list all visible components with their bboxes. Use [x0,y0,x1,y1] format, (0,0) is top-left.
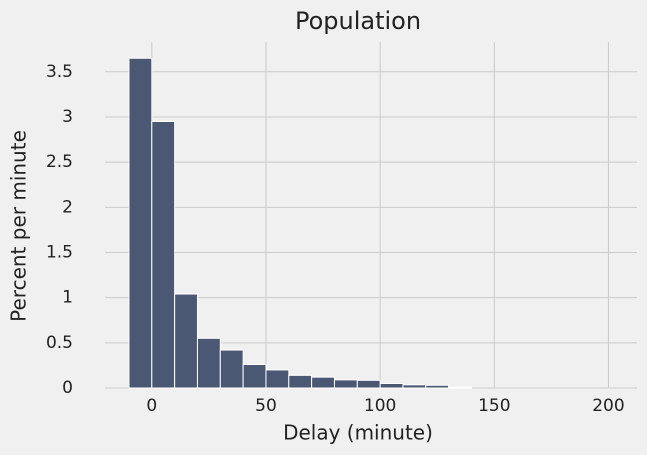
y-axis-label: Percent per minute [7,130,31,322]
bar [379,382,404,389]
bar [242,364,267,389]
y-tick-label: 1.5 [46,242,73,262]
bar [356,379,381,389]
chart-title: Population [295,7,421,35]
bar [288,374,313,389]
bar [425,384,450,389]
x-tick-label: 150 [478,396,510,416]
bar [333,379,358,389]
bar [219,349,244,389]
y-tick-label: 3 [62,107,73,127]
y-tick-label: 2.5 [46,152,73,172]
bar [402,384,427,389]
bar [265,369,290,389]
bar [311,376,335,389]
y-tick-label: 1 [62,288,73,308]
x-tick-label: 100 [364,396,396,416]
x-tick-label: 50 [255,396,277,416]
bar [448,386,472,389]
bar [196,337,221,389]
bar [174,293,198,389]
y-tick-label: 0 [62,378,73,398]
bar [151,120,176,389]
x-tick-label: 0 [146,396,157,416]
y-tick-label: 2 [62,197,73,217]
y-tick-label: 3.5 [46,62,73,82]
y-tick-label: 0.5 [46,333,73,353]
x-axis-label: Delay (minute) [283,421,433,445]
bar [128,57,153,389]
x-tick-label: 200 [592,396,624,416]
